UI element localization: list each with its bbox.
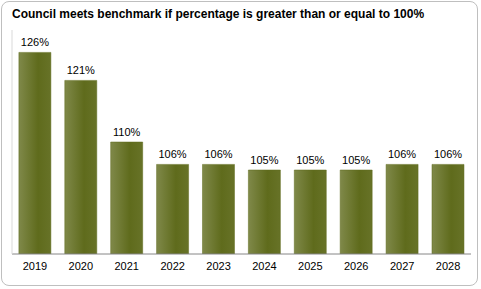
- svg-text:2024: 2024: [252, 260, 276, 272]
- html-text:Council meets benchmark if per: Council meets benchmark if percentage is…: [12, 7, 425, 21]
- svg-text:110%: 110%: [113, 126, 141, 138]
- svg-text:105%: 105%: [342, 154, 370, 166]
- svg-text:2023: 2023: [206, 260, 230, 272]
- svg-text:106%: 106%: [159, 148, 187, 160]
- svg-text:126%: 126%: [21, 36, 49, 48]
- svg-text:2019: 2019: [23, 260, 47, 272]
- svg-text:2026: 2026: [344, 260, 368, 272]
- svg-text:106%: 106%: [434, 148, 462, 160]
- svg-text:2025: 2025: [298, 260, 322, 272]
- svg-text:106%: 106%: [388, 148, 416, 160]
- svg-text:2022: 2022: [160, 260, 184, 272]
- svg-text:2021: 2021: [115, 260, 139, 272]
- svg-text:121%: 121%: [67, 64, 95, 76]
- svg-text:2028: 2028: [436, 260, 460, 272]
- svg-text:105%: 105%: [250, 154, 278, 166]
- svg-text:2020: 2020: [69, 260, 93, 272]
- svg-text:2027: 2027: [390, 260, 414, 272]
- svg-text:106%: 106%: [204, 148, 232, 160]
- svg-text:105%: 105%: [296, 154, 324, 166]
